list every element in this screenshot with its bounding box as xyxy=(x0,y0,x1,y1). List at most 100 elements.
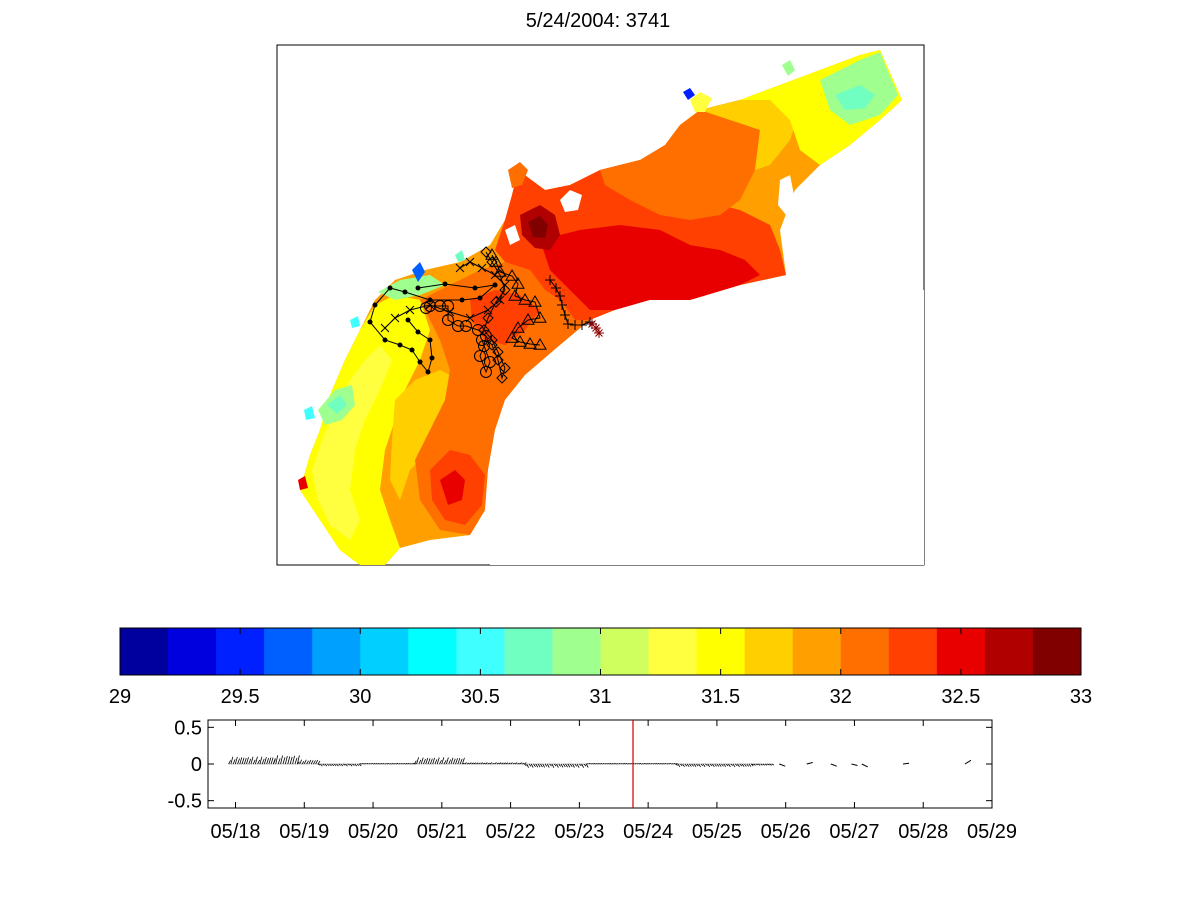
stick-mark xyxy=(432,757,436,765)
timeseries-panel: 0.5 0 -0.5 05/18 05/19 05/20 05/21 05/22 05/23 05… xyxy=(168,717,1018,843)
map-region-gold-ne xyxy=(700,85,800,170)
stick-mark xyxy=(416,757,419,765)
stick-mark xyxy=(297,755,300,765)
track-marker-circle xyxy=(480,366,492,378)
track-line-diamond xyxy=(483,251,506,380)
stick-mark xyxy=(546,763,550,768)
stick-mark xyxy=(331,763,335,767)
stick-mark xyxy=(261,758,265,765)
stick-mark xyxy=(501,762,504,765)
map-panel xyxy=(276,44,925,566)
track-marker-triangle xyxy=(511,277,525,289)
track-marker-diamond xyxy=(490,296,502,308)
track-marker-x xyxy=(495,295,505,305)
track-marker-diamond xyxy=(478,324,490,336)
track-marker-diamond xyxy=(486,334,498,346)
stick-mark xyxy=(535,763,539,768)
stick-mark xyxy=(354,763,358,767)
track-marker-plus xyxy=(551,283,561,293)
stick-mark xyxy=(255,756,258,765)
stick-mark xyxy=(377,762,380,765)
stick-mark xyxy=(246,757,249,765)
stick-mark xyxy=(370,762,373,765)
map-region-cyan-west xyxy=(327,395,347,414)
stick-mark xyxy=(648,762,651,765)
stick-mark xyxy=(375,763,378,765)
track-marker-dot xyxy=(427,337,433,343)
stick-mark xyxy=(576,763,580,768)
stick-mark xyxy=(524,762,527,765)
stick-mark xyxy=(400,762,403,765)
track-marker-dot xyxy=(429,355,435,361)
stick-mark xyxy=(542,763,546,768)
stick-mark xyxy=(361,762,364,765)
colorbar-swatch xyxy=(792,628,842,675)
stick-mark xyxy=(287,756,291,765)
stick-mark xyxy=(446,757,449,765)
map-inlet-ne-green xyxy=(782,60,795,76)
stick-mark xyxy=(340,763,344,767)
stick-mark xyxy=(317,763,321,766)
stick-mark xyxy=(673,762,676,765)
stick-mark xyxy=(744,763,747,767)
stick-mark xyxy=(556,763,559,768)
colorbar-swatch xyxy=(552,628,601,675)
stick-mark xyxy=(402,762,405,765)
stick-mark xyxy=(675,763,678,766)
colorbar-swatch xyxy=(408,628,457,675)
stick-mark xyxy=(423,758,426,765)
stick-mark xyxy=(512,762,516,765)
stick-mark xyxy=(333,763,337,767)
stick-mark xyxy=(748,763,752,767)
x-tick-label: 05/23 xyxy=(554,821,604,843)
track-marker-diamond xyxy=(486,339,498,351)
map-inlet-north xyxy=(508,162,528,188)
stick-mark xyxy=(466,762,470,765)
stick-mark xyxy=(411,762,415,765)
track-marker-triangle xyxy=(493,265,507,277)
stick-mark xyxy=(753,763,756,766)
stick-mark xyxy=(668,762,671,765)
stick-mark xyxy=(530,763,534,768)
stick-mark xyxy=(429,758,433,765)
track-marker-dot xyxy=(415,285,421,291)
map-region-cyan-ne xyxy=(835,85,875,110)
stick-mark xyxy=(407,762,410,765)
stick-mark xyxy=(308,759,312,765)
stick-mark xyxy=(320,763,323,767)
stick-mark xyxy=(707,763,711,768)
colorbar-swatch xyxy=(744,628,794,675)
colorbar-swatch xyxy=(456,628,505,675)
stick-mark xyxy=(521,762,525,765)
stick-mark xyxy=(250,756,254,765)
stick-mark xyxy=(284,755,288,765)
stick-mark xyxy=(270,757,274,765)
stick-mark xyxy=(771,763,775,766)
stick-mark-sparse xyxy=(861,763,868,768)
stick-mark xyxy=(301,761,305,765)
colorbar-tick-label: 32 xyxy=(830,686,852,708)
stick-mark xyxy=(734,763,738,767)
stick-mark xyxy=(679,763,683,767)
track-marker-triangle xyxy=(511,321,525,333)
track-marker-dot xyxy=(397,342,403,348)
y-tick-label: 0.5 xyxy=(174,717,202,739)
stick-mark xyxy=(471,762,474,765)
stick-mark xyxy=(728,763,731,768)
map-water-cut1 xyxy=(560,190,582,212)
track-marker-triangle xyxy=(518,293,532,305)
track-marker-circle xyxy=(442,314,454,326)
stick-mark xyxy=(498,762,502,765)
stick-mark xyxy=(413,760,417,765)
stick-mark xyxy=(462,762,465,765)
map-region-darkred-south xyxy=(440,470,465,505)
track-marker-x xyxy=(465,257,475,267)
stick-mark xyxy=(654,763,658,765)
stick-mark xyxy=(751,763,754,766)
track-marker-x xyxy=(390,313,400,323)
y-tick-label: 0 xyxy=(191,754,202,776)
stick-mark-sparse xyxy=(902,762,910,765)
stick-mark xyxy=(540,763,543,768)
stick-mark xyxy=(248,758,252,765)
